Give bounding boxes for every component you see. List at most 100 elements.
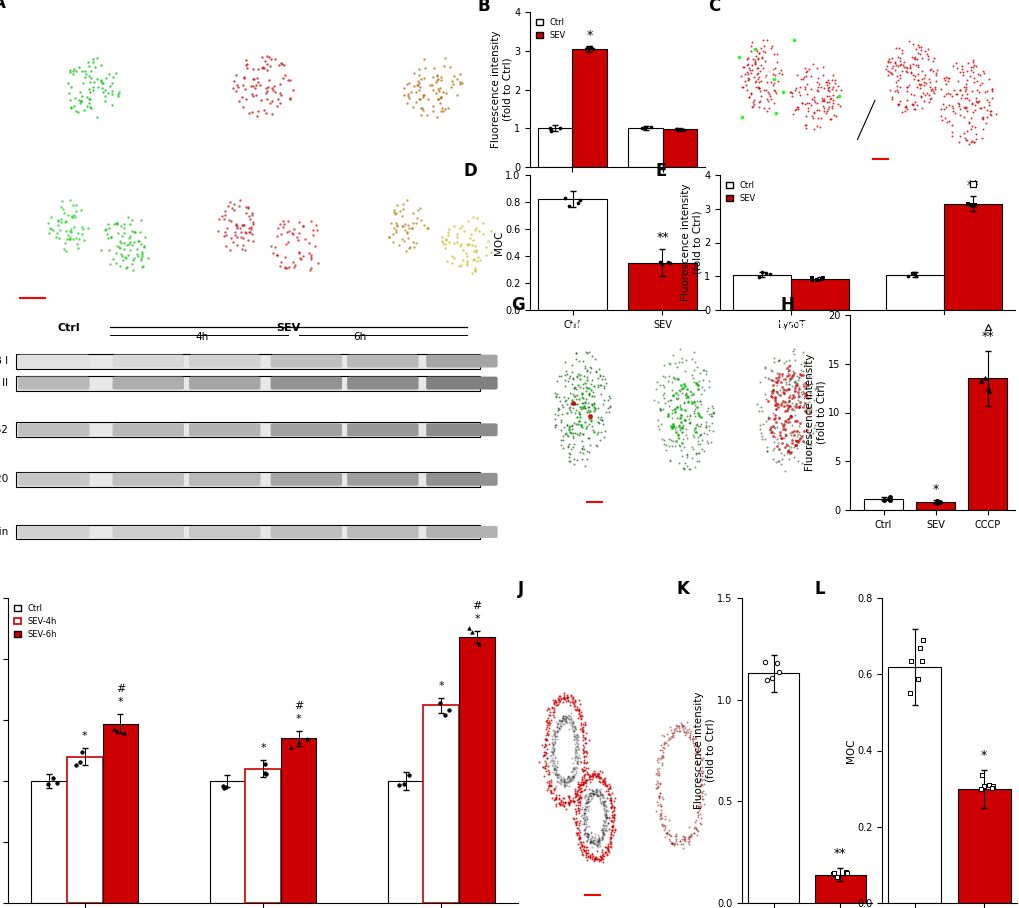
Point (786, 352, 802, 367)
Point (479, 233, 495, 248)
Point (762, 92, 779, 106)
Point (572, 801, 588, 815)
Point (424, 104, 440, 118)
Text: **: ** (980, 331, 994, 343)
Point (580, 828, 596, 843)
Point (589, 769, 605, 784)
Point (52, 222, 68, 237)
Point (604, 820, 621, 834)
Point (542, 705, 558, 719)
Point (599, 784, 615, 798)
Point (734, 79, 750, 94)
Point (966, 103, 982, 117)
Point (759, 370, 775, 385)
Point (585, 768, 601, 783)
Point (605, 808, 622, 823)
Point (921, 92, 937, 106)
Point (650, 421, 666, 436)
Point (577, 360, 593, 375)
FancyBboxPatch shape (15, 376, 479, 390)
Point (573, 712, 589, 726)
Point (931, 82, 948, 96)
Point (758, 444, 774, 459)
Point (573, 844, 589, 859)
Point (651, 786, 667, 801)
Point (562, 765, 579, 779)
Point (216, 224, 232, 239)
Point (234, 100, 251, 114)
Point (768, 373, 785, 388)
Point (82, 92, 98, 106)
Point (589, 767, 605, 782)
Point (288, 230, 305, 244)
Point (565, 769, 581, 784)
Point (123, 237, 140, 252)
Point (972, 781, 988, 795)
Point (975, 100, 991, 114)
Point (544, 746, 560, 761)
Point (569, 825, 585, 840)
Point (781, 373, 797, 388)
Point (736, 67, 752, 82)
Point (590, 832, 606, 846)
Point (677, 832, 693, 846)
Point (605, 800, 622, 814)
Point (679, 430, 695, 445)
Point (653, 727, 669, 742)
Point (564, 371, 580, 386)
Point (798, 87, 814, 102)
Point (680, 834, 696, 848)
Point (594, 826, 610, 841)
Point (675, 396, 691, 410)
Point (758, 439, 774, 454)
Point (664, 420, 681, 435)
Point (50, 218, 66, 232)
Point (408, 94, 424, 109)
Point (388, 219, 405, 233)
Point (586, 835, 602, 850)
Point (602, 795, 619, 810)
Point (922, 62, 938, 76)
Point (586, 390, 602, 404)
Point (244, 205, 260, 220)
Point (912, 40, 928, 54)
Point (972, 373, 988, 388)
Point (562, 716, 579, 730)
Point (690, 744, 706, 758)
Point (602, 826, 619, 841)
Point (776, 463, 793, 478)
Point (440, 100, 457, 114)
Point (598, 811, 614, 825)
Point (568, 745, 584, 759)
Point (697, 364, 713, 379)
Point (669, 388, 686, 402)
Point (578, 788, 594, 803)
Point (802, 401, 818, 416)
Point (594, 798, 610, 813)
Point (815, 104, 832, 119)
Point (599, 840, 615, 854)
Point (681, 732, 697, 746)
Point (704, 424, 720, 439)
Point (582, 850, 598, 864)
Point (73, 745, 90, 759)
Point (952, 91, 968, 105)
Point (551, 775, 568, 790)
Point (965, 120, 981, 134)
Point (958, 123, 974, 138)
Point (560, 794, 577, 809)
Point (767, 370, 784, 385)
Point (540, 776, 556, 791)
Point (82, 84, 98, 99)
Point (589, 834, 605, 849)
Point (576, 395, 592, 410)
Point (281, 260, 298, 274)
Point (257, 766, 273, 781)
Point (798, 400, 814, 415)
Point (684, 395, 700, 410)
Point (243, 222, 259, 236)
Point (567, 802, 583, 816)
Point (581, 430, 597, 445)
Point (103, 76, 119, 91)
Point (568, 726, 584, 741)
